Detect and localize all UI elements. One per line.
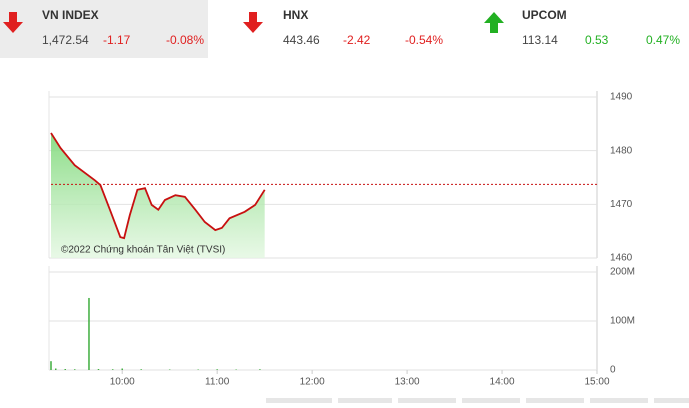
index-value: 443.46 (283, 33, 320, 47)
price-line (50, 132, 266, 240)
index-value: 113.14 (522, 33, 558, 47)
volume-bar (88, 297, 90, 370)
y-tick-label: 1480 (610, 145, 633, 156)
bottom-tabs (266, 398, 689, 403)
y-tick-label: 1470 (610, 199, 633, 210)
copyright-note: ©2022 Chứng khoán Tân Việt (TVSI) (61, 245, 225, 256)
y-tick-label: 1460 (610, 253, 633, 264)
volume-bar (235, 369, 237, 371)
x-tick-label: 15:00 (584, 377, 609, 388)
x-tick-label: 14:00 (490, 377, 515, 388)
index-name: UPCOM (522, 8, 567, 22)
y-tick-label: 100M (610, 316, 635, 327)
volume-bar (111, 369, 114, 370)
index-name: VN INDEX (42, 8, 99, 22)
index-change-pct: -0.08% (166, 33, 204, 47)
volume-bar (73, 369, 76, 370)
volume-bar (97, 369, 100, 370)
volume-bar (64, 369, 66, 370)
y-tick-label: 200M (610, 267, 635, 278)
x-tick-label: 10:00 (110, 377, 135, 388)
x-tick-label: 12:00 (300, 377, 325, 388)
price-area (51, 133, 265, 258)
y-tick-label: 0 (610, 365, 616, 376)
volume-bar (197, 369, 199, 371)
index-name: HNX (283, 8, 308, 22)
selected-tile[interactable] (0, 0, 208, 58)
index-change-pct: 0.47% (646, 33, 680, 47)
volume-bar (140, 369, 142, 370)
index-change: -2.42 (343, 33, 371, 47)
y-tick-label: 1490 (610, 92, 633, 103)
index-change-pct: -0.54% (405, 33, 443, 47)
index-value: 1,472.54 (42, 33, 89, 47)
volume-bar (259, 369, 261, 370)
volume-bar (216, 369, 218, 370)
index-change: -1.17 (103, 33, 131, 47)
direction-arrow (243, 12, 263, 33)
volume-bar (168, 369, 171, 371)
volume-bar (54, 368, 57, 370)
direction-arrow (3, 12, 23, 33)
volume-bar (50, 361, 52, 370)
x-tick-label: 11:00 (205, 377, 230, 388)
index-change: 0.53 (585, 33, 609, 47)
volume-bar (121, 368, 123, 370)
direction-arrow (484, 12, 504, 33)
x-tick-label: 13:00 (395, 377, 420, 388)
